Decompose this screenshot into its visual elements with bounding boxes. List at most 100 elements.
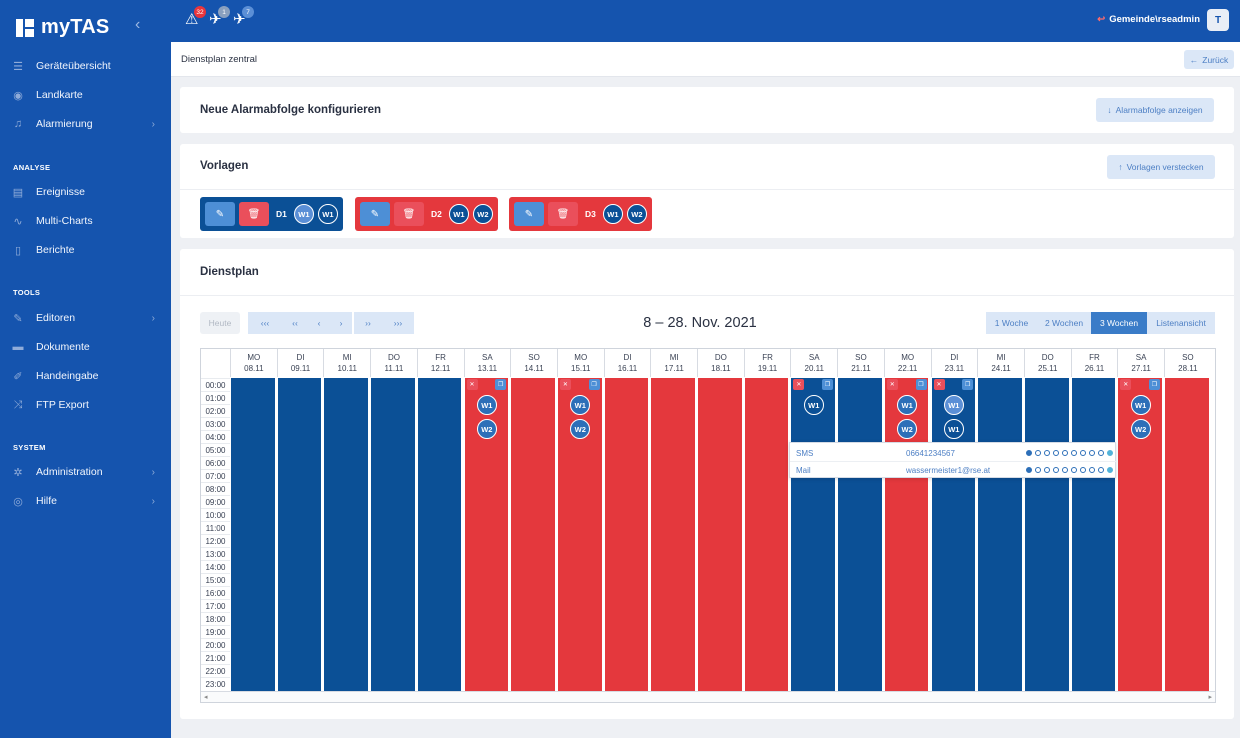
sidebar-item-dokumente[interactable]: ▬ Dokumente: [0, 336, 171, 358]
collapse-sidebar-icon[interactable]: ‹: [135, 16, 141, 33]
sidebar-item-berichte[interactable]: ▯ Berichte: [0, 239, 171, 261]
remove-shift-icon[interactable]: ✕: [466, 379, 478, 390]
day-date: 21.11: [851, 364, 871, 373]
calendar-nav-button-2[interactable]: ‹: [308, 312, 330, 334]
worker-badge[interactable]: W1: [943, 419, 964, 439]
view-button-1-woche[interactable]: 1 Woche: [986, 312, 1037, 334]
sidebar-item-ereignisse[interactable]: ▤ Ereignisse: [0, 181, 171, 203]
delete-template-button[interactable]: 🗑: [548, 202, 578, 226]
sidebar-item-editoren[interactable]: ✎ Editoren ›: [0, 307, 171, 329]
calendar-nav-button-1[interactable]: ‹‹: [282, 312, 308, 334]
view-button-3-wochen[interactable]: 3 Wochen: [1091, 312, 1147, 334]
hour-label: 05:00: [201, 443, 230, 456]
day-shift-block[interactable]: [698, 378, 742, 691]
copy-shift-icon[interactable]: ❐: [962, 379, 974, 390]
sidebar-item-alarmierung[interactable]: ♫ Alarmierung ›: [0, 113, 171, 135]
template-d3[interactable]: ✎ 🗑 D3 W1 W2: [509, 197, 652, 231]
day-shift-block[interactable]: [511, 378, 555, 691]
worker-badge[interactable]: W2: [476, 419, 497, 439]
hide-templates-button[interactable]: ↑ Vorlagen verstecken: [1107, 155, 1215, 179]
calendar-nav-button-0[interactable]: ‹‹‹: [248, 312, 282, 334]
plane-off-icon[interactable]: ✈ 1: [209, 6, 230, 30]
today-button[interactable]: Heute: [200, 312, 240, 334]
worker-badge[interactable]: W1: [897, 395, 918, 415]
day-shift-block[interactable]: [651, 378, 695, 691]
day-shift-block[interactable]: [1071, 378, 1116, 691]
worker-badge[interactable]: W2: [1130, 419, 1151, 439]
day-shift-block[interactable]: [791, 378, 836, 691]
worker-badge[interactable]: W1: [317, 204, 338, 224]
day-shift-block[interactable]: [978, 378, 1022, 691]
delete-template-button[interactable]: 🗑: [394, 202, 424, 226]
day-of-week: SA: [482, 353, 493, 362]
plane-icon[interactable]: ✈ 7: [233, 6, 254, 30]
sidebar-item-ftp-export[interactable]: ⤨ FTP Export: [0, 394, 171, 416]
day-header: MI 17.11: [650, 349, 697, 377]
avatar[interactable]: T: [1207, 9, 1229, 31]
day-of-week: DO: [1041, 353, 1054, 362]
view-button-listenansicht[interactable]: Listenansicht: [1147, 312, 1215, 334]
show-alarm-sequence-button[interactable]: ↓ Alarmabfolge anzeigen: [1096, 98, 1214, 122]
worker-badge[interactable]: W2: [897, 419, 918, 439]
sidebar-section-title: TOOLS: [13, 288, 41, 297]
worker-badge[interactable]: W1: [570, 395, 591, 415]
template-d1[interactable]: ✎ 🗑 D1 W1 W1: [200, 197, 343, 231]
calendar-nav-button-3[interactable]: ›: [330, 312, 352, 334]
copy-shift-icon[interactable]: ❐: [1149, 379, 1160, 390]
copy-shift-icon[interactable]: ❐: [915, 379, 927, 390]
day-shift-block[interactable]: [604, 378, 649, 691]
template-d2[interactable]: ✎ 🗑 D2 W1 W2: [355, 197, 498, 231]
logout-icon[interactable]: ↩: [1097, 14, 1106, 25]
hour-label: 16:00: [201, 586, 230, 599]
day-shift-block[interactable]: [417, 378, 462, 691]
hour-label: 07:00: [201, 469, 230, 482]
remove-shift-icon[interactable]: ✕: [886, 379, 898, 390]
copy-shift-icon[interactable]: ❐: [588, 379, 600, 390]
sidebar-item-geräteübersicht[interactable]: ☰ Geräteübersicht: [0, 55, 171, 77]
sidebar-item-multi-charts[interactable]: ∿ Multi-Charts: [0, 210, 171, 232]
book-icon: ▯: [14, 244, 22, 257]
worker-badge[interactable]: W1: [293, 204, 314, 224]
worker-badge[interactable]: W1: [943, 395, 964, 415]
remove-shift-icon[interactable]: ✕: [1120, 379, 1132, 390]
sidebar-item-handeingabe[interactable]: ✐ Handeingabe: [0, 365, 171, 387]
remove-shift-icon[interactable]: ✕: [933, 379, 945, 390]
edit-template-button[interactable]: ✎: [205, 202, 235, 226]
day-shift-block[interactable]: [277, 378, 322, 691]
copy-shift-icon[interactable]: ❐: [495, 379, 507, 390]
sidebar-item-administration[interactable]: ✲ Administration ›: [0, 461, 171, 483]
user-account[interactable]: ↩ Gemeinde\rseadmin: [1097, 14, 1200, 25]
day-shift-block[interactable]: [324, 378, 369, 691]
day-shift-block[interactable]: [838, 378, 882, 691]
worker-badge[interactable]: W1: [803, 395, 824, 415]
day-shift-block[interactable]: [744, 378, 789, 691]
remove-shift-icon[interactable]: ✕: [793, 379, 805, 390]
day-shift-block[interactable]: [1165, 378, 1209, 691]
delete-template-button[interactable]: 🗑: [239, 202, 269, 226]
edit-template-button[interactable]: ✎: [360, 202, 390, 226]
day-shift-block[interactable]: [231, 378, 275, 691]
sidebar-item-hilfe[interactable]: ◎ Hilfe ›: [0, 490, 171, 512]
hour-label: 01:00: [201, 391, 230, 404]
worker-badge[interactable]: W2: [472, 204, 493, 224]
copy-shift-icon[interactable]: ❐: [822, 379, 834, 390]
edit-template-button[interactable]: ✎: [514, 202, 544, 226]
worker-badge[interactable]: W1: [476, 395, 497, 415]
calendar-nav-button-4[interactable]: ››: [354, 312, 382, 334]
worker-badge[interactable]: W2: [626, 204, 647, 224]
worker-badge[interactable]: W1: [602, 204, 623, 224]
sidebar-item-landkarte[interactable]: ◉ Landkarte: [0, 84, 171, 106]
day-shift-block[interactable]: [371, 378, 415, 691]
view-button-2-wochen[interactable]: 2 Wochen: [1037, 312, 1091, 334]
back-button[interactable]: ← Zurück: [1184, 50, 1234, 69]
sidebar-item-label: Editoren: [36, 312, 76, 324]
worker-badge[interactable]: W1: [448, 204, 469, 224]
horizontal-scrollbar[interactable]: ◂ ▸: [201, 691, 1215, 702]
warning-icon[interactable]: ⚠ 32: [185, 6, 206, 30]
worker-badge[interactable]: W1: [1130, 395, 1151, 415]
remove-shift-icon[interactable]: ✕: [559, 379, 571, 390]
app-logo[interactable]: myTAS: [16, 16, 109, 39]
worker-badge[interactable]: W2: [570, 419, 591, 439]
calendar-nav-button-5[interactable]: ›››: [382, 312, 414, 334]
day-shift-block[interactable]: [1024, 378, 1069, 691]
